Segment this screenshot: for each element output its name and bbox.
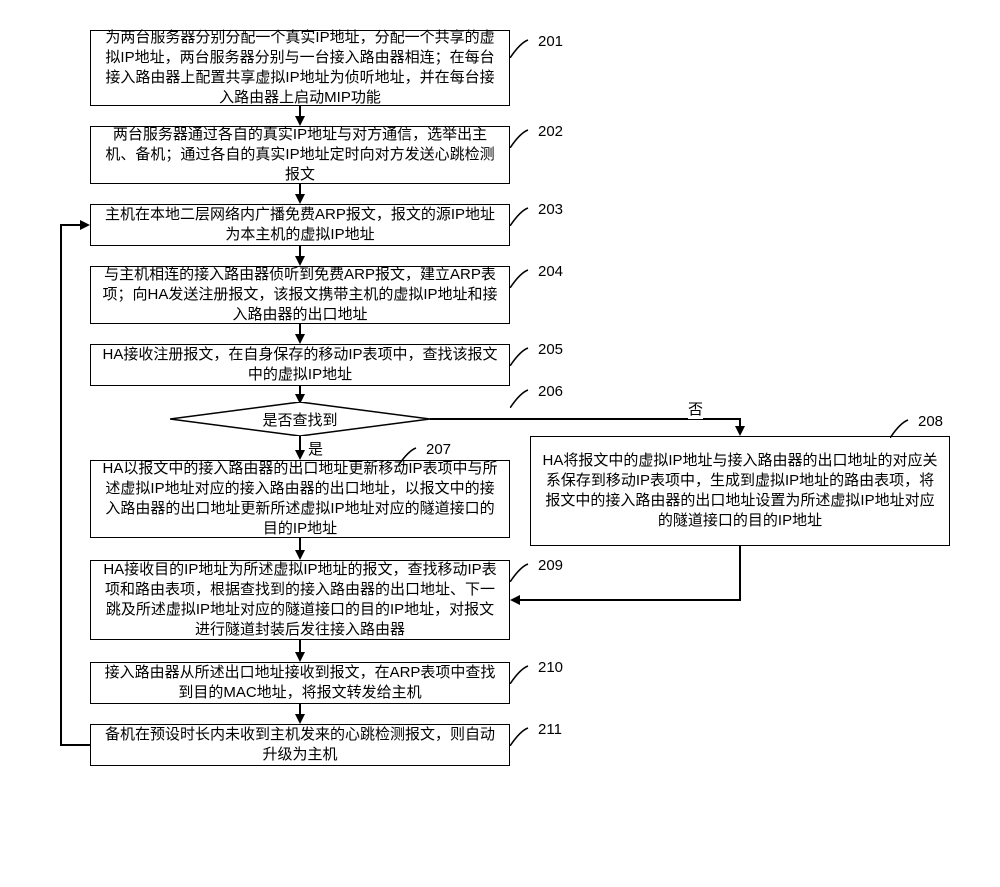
decision-206: 是否查找到 xyxy=(170,402,430,436)
curve-201 xyxy=(510,38,540,63)
curve-207 xyxy=(398,446,428,471)
num-211: 211 xyxy=(538,721,562,738)
arrowhead-210-211 xyxy=(295,714,305,724)
step-203: 主机在本地二层网络内广播免费ARP报文，报文的源IP地址为本主机的虚拟IP地址 xyxy=(90,204,510,246)
loopback-v xyxy=(60,224,62,746)
num-206: 206 xyxy=(538,383,563,400)
arrowhead-209-210 xyxy=(295,652,305,662)
loopback-h2 xyxy=(60,224,82,226)
step-211-text: 备机在预设时长内未收到主机发来的心跳检测报文，则自动升级为主机 xyxy=(99,725,501,766)
step-203-text: 主机在本地二层网络内广播免费ARP报文，报文的源IP地址为本主机的虚拟IP地址 xyxy=(99,205,501,246)
step-201-text: 为两台服务器分别分配一个真实IP地址，分配一个共享的虚拟IP地址，两台服务器分别… xyxy=(99,28,501,109)
arrowhead-207-209 xyxy=(295,550,305,560)
curve-209 xyxy=(510,562,540,587)
step-202: 两台服务器通过各自的真实IP地址与对方通信，选举出主机、备机；通过各自的真实IP… xyxy=(90,126,510,184)
num-202: 202 xyxy=(538,123,563,140)
step-204-text: 与主机相连的接入路由器侦听到免费ARP报文，建立ARP表项；向HA发送注册报文，… xyxy=(99,265,501,326)
num-209: 209 xyxy=(538,557,563,574)
loopback-arrowhead xyxy=(80,220,90,230)
num-207: 207 xyxy=(426,441,451,458)
step-204: 与主机相连的接入路由器侦听到免费ARP报文，建立ARP表项；向HA发送注册报文，… xyxy=(90,266,510,324)
loopback-h1 xyxy=(60,744,90,746)
step-207-text: HA以报文中的接入路由器的出口地址更新移动IP表项中与所述虚拟IP地址对应的接入… xyxy=(99,459,501,540)
curve-202 xyxy=(510,128,540,153)
curve-208 xyxy=(890,418,920,443)
step-205: HA接收注册报文，在自身保存的移动IP表项中，查找该报文中的虚拟IP地址 xyxy=(90,344,510,386)
arrowhead-202-203 xyxy=(295,194,305,204)
curve-210 xyxy=(510,664,540,689)
step-208: HA将报文中的虚拟IP地址与接入路由器的出口地址的对应关系保存到移动IP表项中，… xyxy=(530,436,950,546)
num-201: 201 xyxy=(538,33,563,50)
curve-211 xyxy=(510,726,540,751)
step-207: HA以报文中的接入路由器的出口地址更新移动IP表项中与所述虚拟IP地址对应的接入… xyxy=(90,460,510,538)
decision-206-text: 是否查找到 xyxy=(262,409,337,430)
curve-206 xyxy=(510,388,540,413)
step-202-text: 两台服务器通过各自的真实IP地址与对方通信，选举出主机、备机；通过各自的真实IP… xyxy=(99,125,501,186)
arrow-208-209-v xyxy=(739,546,741,600)
arrowhead-208-209 xyxy=(510,595,520,605)
step-211: 备机在预设时长内未收到主机发来的心跳检测报文，则自动升级为主机 xyxy=(90,724,510,766)
step-208-text: HA将报文中的虚拟IP地址与接入路由器的出口地址的对应关系保存到移动IP表项中，… xyxy=(539,451,941,532)
curve-204 xyxy=(510,268,540,293)
label-no: 否 xyxy=(688,398,703,419)
num-203: 203 xyxy=(538,201,563,218)
step-201: 为两台服务器分别分配一个真实IP地址，分配一个共享的虚拟IP地址，两台服务器分别… xyxy=(90,30,510,106)
step-210-text: 接入路由器从所述出口地址接收到报文，在ARP表项中查找到目的MAC地址，将报文转… xyxy=(99,663,501,704)
num-205: 205 xyxy=(538,341,563,358)
label-yes: 是 xyxy=(308,438,323,459)
step-210: 接入路由器从所述出口地址接收到报文，在ARP表项中查找到目的MAC地址，将报文转… xyxy=(90,662,510,704)
curve-205 xyxy=(510,346,540,371)
num-208: 208 xyxy=(918,413,943,430)
curve-203 xyxy=(510,206,540,231)
arrowhead-204-205 xyxy=(295,334,305,344)
num-210: 210 xyxy=(538,659,563,676)
step-209-text: HA接收目的IP地址为所述虚拟IP地址的报文，查找移动IP表项和路由表项，根据查… xyxy=(99,560,501,641)
flowchart-container: 为两台服务器分别分配一个真实IP地址，分配一个共享的虚拟IP地址，两台服务器分别… xyxy=(20,20,980,867)
step-209: HA接收目的IP地址为所述虚拟IP地址的报文，查找移动IP表项和路由表项，根据查… xyxy=(90,560,510,640)
num-204: 204 xyxy=(538,263,563,280)
arrow-208-209-h xyxy=(520,599,741,601)
arrowhead-206-208 xyxy=(735,426,745,436)
step-205-text: HA接收注册报文，在自身保存的移动IP表项中，查找该报文中的虚拟IP地址 xyxy=(99,345,501,386)
